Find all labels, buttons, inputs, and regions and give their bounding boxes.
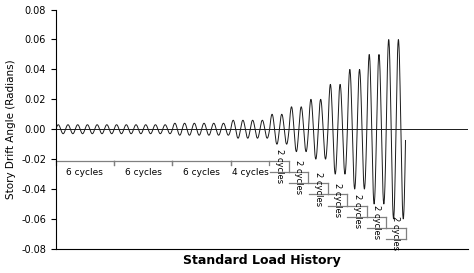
Text: 2 cycles: 2 cycles bbox=[294, 161, 303, 195]
Text: 2 cycles: 2 cycles bbox=[372, 205, 381, 239]
Text: 2 cycles: 2 cycles bbox=[333, 183, 342, 217]
Y-axis label: Story Drift Angle (Radians): Story Drift Angle (Radians) bbox=[6, 60, 16, 199]
Text: 2 cycles: 2 cycles bbox=[353, 194, 362, 228]
Text: 6 cycles: 6 cycles bbox=[125, 168, 162, 177]
Text: 2 cycles: 2 cycles bbox=[275, 149, 284, 183]
Text: 2 cycles: 2 cycles bbox=[314, 172, 323, 206]
Text: 6 cycles: 6 cycles bbox=[66, 168, 103, 177]
Text: 6 cycles: 6 cycles bbox=[183, 168, 220, 177]
X-axis label: Standard Load History: Standard Load History bbox=[183, 254, 341, 268]
Text: 4 cycles: 4 cycles bbox=[232, 168, 268, 177]
Text: 2 cycles: 2 cycles bbox=[392, 216, 401, 251]
